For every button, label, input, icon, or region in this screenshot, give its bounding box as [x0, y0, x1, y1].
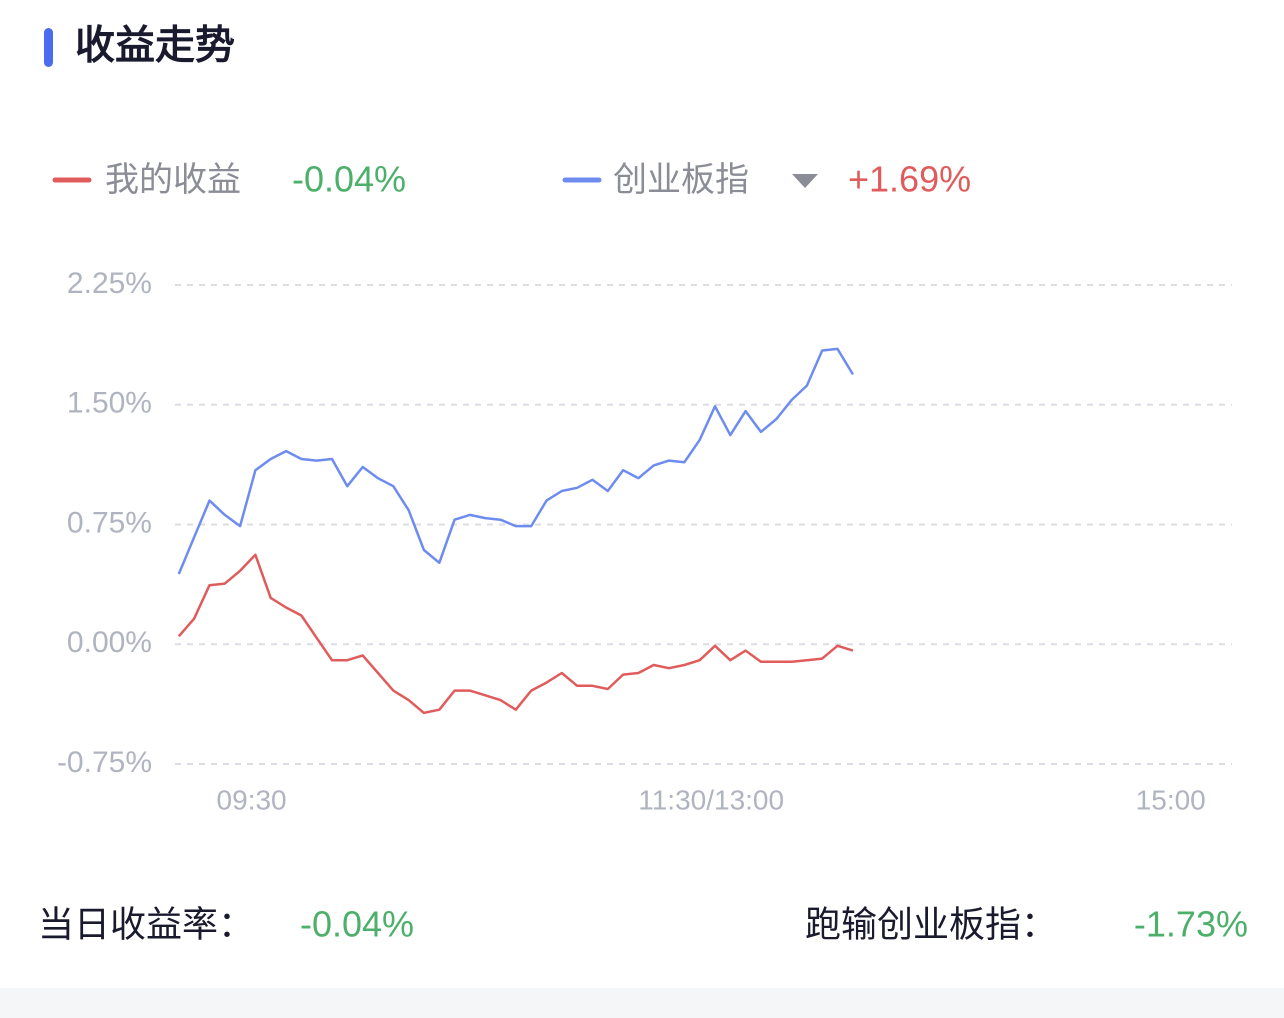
x-tick-label: 15:00	[1136, 784, 1206, 815]
y-tick-label: 1.50%	[67, 387, 152, 420]
daily-value: -0.04%	[300, 904, 414, 945]
dropdown-arrow[interactable]	[792, 174, 818, 188]
daily-label: 当日收益率：	[38, 904, 254, 945]
legend-label: 我的收益	[105, 161, 241, 199]
y-tick-label: -0.75%	[57, 746, 152, 779]
legend-value: -0.04%	[292, 159, 406, 200]
bottom-strip	[0, 988, 1284, 1018]
compare-value: -1.73%	[1134, 904, 1248, 945]
chart-title: 收益走势	[75, 24, 235, 68]
x-tick-label: 09:30	[217, 784, 287, 815]
title-accent	[44, 28, 53, 67]
legend-label: 创业板指	[613, 161, 749, 199]
legend-value: +1.69%	[848, 159, 971, 200]
y-tick-label: 2.25%	[67, 267, 152, 300]
compare-label: 跑输创业板指：	[805, 904, 1057, 945]
series-line	[177, 347, 854, 575]
y-tick-label: 0.75%	[67, 506, 152, 539]
y-tick-label: 0.00%	[67, 626, 152, 659]
series-line	[177, 553, 854, 715]
x-tick-label: 11:30/13:00	[638, 784, 784, 815]
